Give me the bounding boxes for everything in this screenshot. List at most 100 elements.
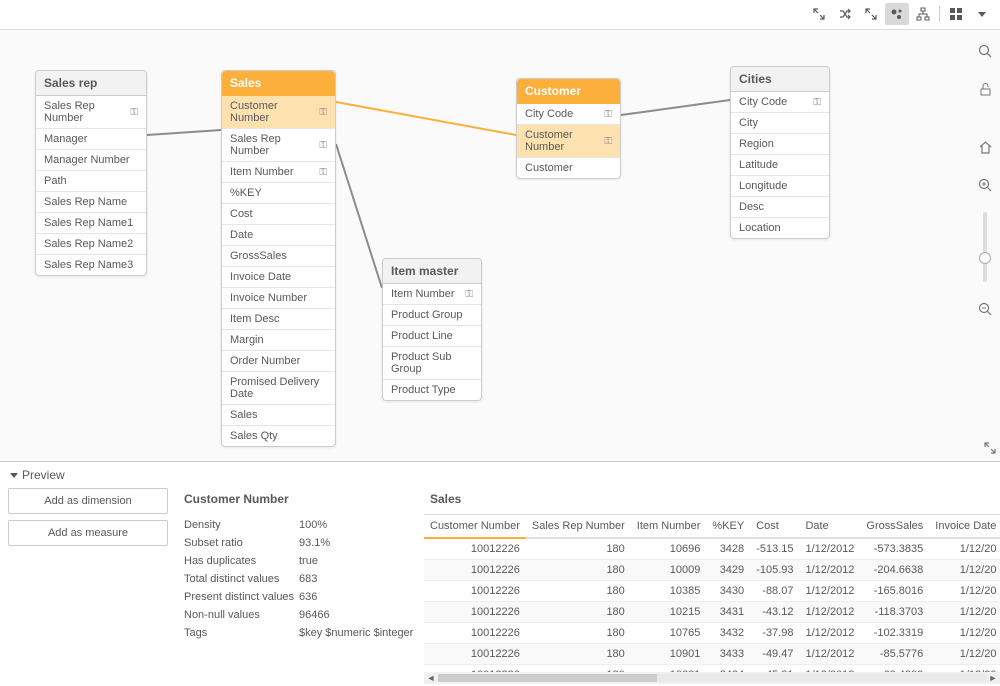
expand-preview-icon[interactable] (980, 438, 1000, 458)
key-icon: ⚿ (465, 289, 473, 300)
schema-canvas[interactable]: Sales repSales Rep Number⚿ManagerManager… (0, 29, 1000, 461)
table-field[interactable]: Sales Rep Name (36, 192, 146, 213)
table-item-master[interactable]: Item masterItem Number⚿ Product Group Prod… (382, 258, 482, 401)
table-row[interactable]: 10012226180107653432-37.981/12/2012-102.… (424, 623, 1000, 644)
table-field[interactable]: GrossSales (222, 246, 335, 267)
home-icon[interactable] (976, 138, 994, 156)
table-customer[interactable]: CustomerCity Code⚿Customer Number⚿Custom… (516, 78, 621, 179)
table-row[interactable]: 10012226180103853430-88.071/12/2012-165.… (424, 581, 1000, 602)
table-cell: -68.4399 (860, 665, 929, 673)
table-field[interactable]: Path (36, 171, 146, 192)
scroll-right-icon[interactable]: ► (986, 673, 1000, 683)
stat-row: Present distinct values636 (184, 588, 416, 606)
table-field[interactable]: Sales Rep Name2 (36, 234, 146, 255)
table-field[interactable]: Manager (36, 129, 146, 150)
table-sales-rep[interactable]: Sales repSales Rep Number⚿Manager Manager… (35, 70, 147, 276)
expand-icon[interactable] (859, 3, 883, 25)
table-field[interactable]: Customer Number⚿ (517, 125, 620, 158)
column-header[interactable]: Cost (750, 515, 799, 538)
table-field[interactable]: Region (731, 134, 829, 155)
lock-icon[interactable] (976, 80, 994, 98)
table-field[interactable]: Item Desc (222, 309, 335, 330)
field-label: Manager Number (44, 154, 130, 166)
table-field[interactable]: Promised Delivery Date (222, 372, 335, 405)
table-field[interactable]: Desc (731, 197, 829, 218)
zoom-in-icon[interactable] (976, 176, 994, 194)
column-header[interactable]: Item Number (631, 515, 707, 538)
table-field[interactable]: Invoice Date (222, 267, 335, 288)
add-dimension-button[interactable]: Add as dimension (8, 488, 168, 514)
table-field[interactable]: Margin (222, 330, 335, 351)
field-label: Product Line (391, 330, 453, 342)
preview-header[interactable]: Preview (0, 462, 1000, 488)
column-header[interactable]: Invoice Date (929, 515, 1000, 538)
scroll-thumb[interactable] (438, 674, 657, 682)
table-field[interactable]: Latitude (731, 155, 829, 176)
table-field[interactable]: Location (731, 218, 829, 238)
table-field[interactable]: Sales Rep Number⚿ (36, 96, 146, 129)
table-field[interactable]: Invoice Number (222, 288, 335, 309)
stat-label: Subset ratio (184, 537, 299, 549)
table-header[interactable]: Customer (517, 79, 620, 104)
table-row[interactable]: 10012226180106813434-45.811/12/2012-68.4… (424, 665, 1000, 673)
table-field[interactable]: City (731, 113, 829, 134)
table-row[interactable]: 10012226180102153431-43.121/12/2012-118.… (424, 602, 1000, 623)
column-header[interactable]: %KEY (706, 515, 750, 538)
scroll-left-icon[interactable]: ◄ (424, 673, 438, 683)
zoom-slider[interactable] (983, 212, 987, 282)
table-field[interactable]: Item Number⚿ (383, 284, 481, 305)
table-field[interactable]: Sales Rep Number⚿ (222, 129, 335, 162)
data-table[interactable]: Customer NumberSales Rep NumberItem Numb… (424, 514, 1000, 672)
table-sales[interactable]: SalesCustomer Number⚿Sales Rep Number⚿It… (221, 70, 336, 447)
table-cities[interactable]: CitiesCity Code⚿ City RegionLatitudeLongit… (730, 66, 830, 239)
table-row[interactable]: 10012226180106963428-513.151/12/2012-573… (424, 538, 1000, 560)
table-field[interactable]: Product Sub Group (383, 347, 481, 380)
shuffle-icon[interactable] (833, 3, 857, 25)
collapse-icon[interactable] (807, 3, 831, 25)
table-field[interactable]: Cost (222, 204, 335, 225)
table-field[interactable]: City Code⚿ (517, 104, 620, 125)
table-header[interactable]: Item master (383, 259, 481, 284)
field-label: City (739, 117, 758, 129)
horizontal-scrollbar[interactable]: ◄ ► (424, 672, 1000, 684)
field-label: Sales Rep Name3 (44, 259, 133, 271)
zoom-out-icon[interactable] (976, 300, 994, 318)
bubble-icon[interactable] (885, 3, 909, 25)
table-field[interactable]: Manager Number (36, 150, 146, 171)
table-cell: 10012226 (424, 665, 526, 673)
table-header[interactable]: Cities (731, 67, 829, 92)
toolbar-menu-chevron[interactable] (970, 3, 994, 25)
table-field[interactable]: Product Type (383, 380, 481, 400)
table-field[interactable]: Order Number (222, 351, 335, 372)
zoom-thumb[interactable] (979, 252, 991, 264)
table-field[interactable]: Sales Qty (222, 426, 335, 446)
column-header[interactable]: Sales Rep Number (526, 515, 631, 538)
table-field[interactable]: Product Group (383, 305, 481, 326)
table-header[interactable]: Sales (222, 71, 335, 96)
table-row[interactable]: 10012226180100093429-105.931/12/2012-204… (424, 560, 1000, 581)
column-header[interactable]: Date (799, 515, 860, 538)
table-field[interactable]: Item Number⚿ (222, 162, 335, 183)
stat-row: Density100% (184, 516, 416, 534)
table-field[interactable]: Sales Rep Name3 (36, 255, 146, 275)
table-row[interactable]: 10012226180109013433-49.471/12/2012-85.5… (424, 644, 1000, 665)
table-field[interactable]: Customer (517, 158, 620, 178)
table-cell: 3433 (706, 644, 750, 665)
grid-icon[interactable] (944, 3, 968, 25)
search-icon[interactable] (976, 42, 994, 60)
column-header[interactable]: Customer Number (424, 515, 526, 538)
table-field[interactable]: Product Line (383, 326, 481, 347)
add-measure-button[interactable]: Add as measure (8, 520, 168, 546)
table-field[interactable]: Date (222, 225, 335, 246)
table-field[interactable]: Sales (222, 405, 335, 426)
column-header[interactable]: GrossSales (860, 515, 929, 538)
table-field[interactable]: Longitude (731, 176, 829, 197)
tree-icon[interactable] (911, 3, 935, 25)
table-header[interactable]: Sales rep (36, 71, 146, 96)
table-field[interactable]: %KEY (222, 183, 335, 204)
table-field[interactable]: City Code⚿ (731, 92, 829, 113)
field-label: Product Group (391, 309, 463, 321)
table-field[interactable]: Customer Number⚿ (222, 96, 335, 129)
stat-label: Non-null values (184, 609, 299, 621)
table-field[interactable]: Sales Rep Name1 (36, 213, 146, 234)
